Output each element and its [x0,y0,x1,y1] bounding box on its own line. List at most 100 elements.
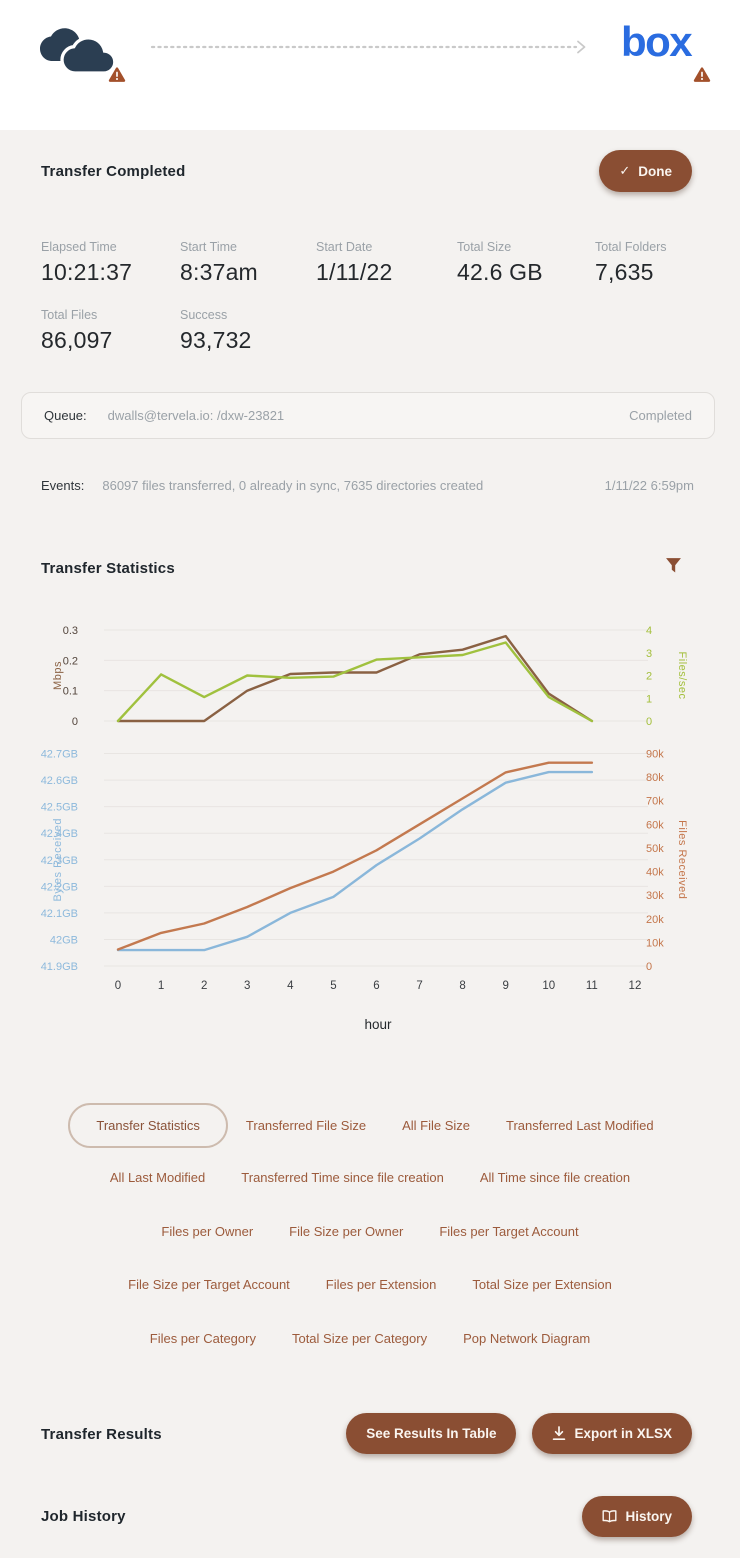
export-xlsx-label: Export in XLSX [574,1426,672,1441]
done-button-label: Done [638,163,672,179]
box-logo: box [621,18,693,65]
view-pill[interactable]: Pop Network Diagram [463,1330,591,1346]
view-row-2: All Last Modified Transferred Time since … [0,1167,740,1187]
svg-text:2: 2 [646,671,652,683]
stat-label: Total Folders [595,240,667,254]
svg-text:42GB: 42GB [50,934,78,946]
stat-value: 42.6 GB [457,259,543,285]
history-title: Job History [41,1508,126,1525]
view-pill[interactable]: Transferred Time since file creation [241,1169,444,1185]
stat-label: Total Size [457,240,512,254]
stat-start-date: Start Date 1/11/22 [316,240,457,286]
stat-total-files: Total Files 86,097 [41,308,180,354]
svg-text:3: 3 [646,648,652,660]
svg-text:Files/sec: Files/sec [676,652,688,700]
queue-row[interactable]: Queue: dwalls@tervela.io: /dxw-23821 Com… [21,392,715,439]
svg-text:Mbps: Mbps [52,661,64,690]
view-pill[interactable]: Files per Extension [325,1276,437,1292]
queue-value: dwalls@tervela.io: /dxw-23821 [107,408,285,423]
stat-total-size: Total Size 42.6 GB [457,240,595,286]
view-pill[interactable]: Total Size per Extension [472,1276,612,1292]
svg-text:4: 4 [646,625,652,637]
svg-text:1: 1 [158,980,164,992]
view-row-4: File Size per Target Account Files per Ex… [0,1274,740,1294]
download-icon [553,1426,566,1441]
stat-elapsed-time: Elapsed Time 10:21:37 [41,240,180,286]
svg-text:9: 9 [503,980,509,992]
svg-text:70k: 70k [646,796,664,808]
svg-text:0: 0 [646,716,652,728]
svg-text:42.1GB: 42.1GB [41,908,78,920]
svg-text:42.2GB: 42.2GB [41,881,78,893]
see-results-label: See Results In Table [366,1426,497,1441]
svg-text:11: 11 [586,980,598,992]
svg-text:hour: hour [364,1017,392,1032]
svg-text:10k: 10k [646,937,664,949]
onedrive-cloud-icon [40,28,117,75]
stat-label: Success [180,308,228,322]
svg-text:2: 2 [201,980,207,992]
events-label: Events: [41,478,85,493]
svg-text:40k: 40k [646,867,664,879]
see-results-button[interactable]: See Results In Table [346,1413,517,1454]
svg-text:8: 8 [459,980,465,992]
stat-value: 10:21:37 [41,259,133,285]
svg-text:10: 10 [542,980,555,992]
svg-text:90k: 90k [646,749,664,761]
view-row-1: Transfer Statistics Transferred File Size… [0,1102,740,1148]
stat-success: Success 93,732 [180,308,316,354]
results-buttons: See Results In Table Export in XLSX [346,1413,692,1454]
export-xlsx-button[interactable]: Export in XLSX [532,1413,692,1454]
stat-label: Total Files [41,308,98,322]
svg-text:0: 0 [72,716,78,728]
filter-icon[interactable] [665,557,682,574]
stats-row-1: Elapsed Time 10:21:37 Start Time 8:37am Star… [41,240,667,286]
svg-text:60k: 60k [646,819,664,831]
svg-text:42.4GB: 42.4GB [41,828,78,840]
statistics-title: Transfer Statistics [41,560,175,577]
view-row-3: Files per Owner File Size per Owner Files … [0,1221,740,1241]
target-warning-icon [693,67,711,82]
transfer-status-title: Transfer Completed [41,163,186,180]
stat-label: Elapsed Time [41,240,117,254]
view-pill[interactable]: Transferred File Size [245,1117,367,1133]
view-pill[interactable]: Total Size per Category [291,1330,428,1346]
svg-text:80k: 80k [646,772,664,784]
svg-text:0: 0 [646,961,652,973]
view-pill[interactable]: Files per Owner [161,1223,254,1239]
svg-text:0.1: 0.1 [63,686,78,698]
view-pill-selected[interactable]: Transfer Statistics [68,1102,228,1148]
transfer-direction-arrow [150,40,586,54]
history-button[interactable]: History [582,1496,692,1537]
svg-text:3: 3 [244,980,250,992]
view-pill[interactable]: Files per Target Account [439,1223,579,1239]
view-pill[interactable]: Transferred Last Modified [506,1117,654,1133]
view-row-5: Files per Category Total Size per Categor… [0,1328,740,1348]
svg-text:30k: 30k [646,890,664,902]
view-pill[interactable]: All Last Modified [109,1169,206,1185]
view-pill[interactable]: File Size per Owner [289,1223,404,1239]
svg-text:4: 4 [287,980,294,992]
svg-text:0.3: 0.3 [63,625,78,637]
view-pill[interactable]: All Time since file creation [479,1169,631,1185]
queue-status: Completed [629,408,692,423]
view-pill[interactable]: Files per Category [149,1330,256,1346]
svg-text:12: 12 [629,980,642,992]
stat-value: 93,732 [180,327,252,353]
svg-text:6: 6 [373,980,379,992]
svg-text:20k: 20k [646,914,664,926]
stat-total-folders: Total Folders 7,635 [595,240,667,286]
view-pill[interactable]: File Size per Target Account [128,1276,290,1292]
stat-value: 1/11/22 [316,259,393,285]
view-pill[interactable]: All File Size [402,1117,470,1133]
done-button[interactable]: ✓ Done [599,150,692,192]
svg-text:1: 1 [646,693,652,705]
source-warning-icon [108,67,126,82]
stat-value: 8:37am [180,259,258,285]
stat-label: Start Time [180,240,237,254]
stat-value: 7,635 [595,259,654,285]
connection-header: box [0,0,740,130]
svg-text:50k: 50k [646,843,664,855]
results-title: Transfer Results [41,1426,162,1443]
